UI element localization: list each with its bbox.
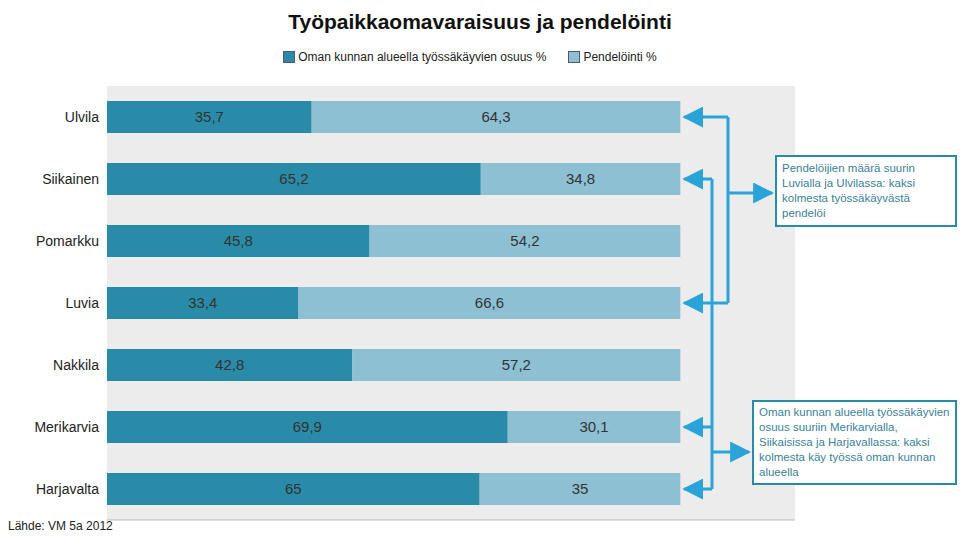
svg-text:42,8: 42,8 xyxy=(215,356,244,373)
html-text:Työpaikkaomavaraisuus ja pende: Työpaikkaomavaraisuus ja pendelöinti xyxy=(288,10,672,33)
html-text:Pendelöinti %: Pendelöinti % xyxy=(583,50,657,64)
svg-text:Nakkila: Nakkila xyxy=(53,357,99,373)
svg-text:Luvia: Luvia xyxy=(66,295,100,311)
svg-text:34,8: 34,8 xyxy=(566,170,595,187)
svg-text:64,3: 64,3 xyxy=(481,108,510,125)
svg-text:69,9: 69,9 xyxy=(293,418,322,435)
html-text:Pendelöijien määrä suurin Luvi: Pendelöijien määrä suurin Luvialla ja Ul… xyxy=(782,162,915,219)
svg-text:65,2: 65,2 xyxy=(279,170,308,187)
svg-text:57,2: 57,2 xyxy=(502,356,531,373)
svg-text:65: 65 xyxy=(285,480,302,497)
svg-text:Merikarvia: Merikarvia xyxy=(34,419,99,435)
html-text:Lähde: VM 5a 2012: Lähde: VM 5a 2012 xyxy=(8,519,113,533)
svg-text:66,6: 66,6 xyxy=(475,294,504,311)
svg-text:Ulvila: Ulvila xyxy=(65,109,99,125)
svg-text:35: 35 xyxy=(572,480,589,497)
svg-text:Pomarkku: Pomarkku xyxy=(36,233,99,249)
html-text:Oman kunnan alueella työssäkäy: Oman kunnan alueella työssäkäyvien osuus… xyxy=(298,50,547,64)
html-text:Oman kunnan alueella työssäkäy: Oman kunnan alueella työssäkäyvien osuus… xyxy=(759,406,950,478)
svg-text:45,8: 45,8 xyxy=(224,232,253,249)
svg-text:54,2: 54,2 xyxy=(510,232,539,249)
svg-text:30,1: 30,1 xyxy=(579,418,608,435)
svg-text:35,7: 35,7 xyxy=(195,108,224,125)
svg-text:Siikainen: Siikainen xyxy=(42,171,99,187)
svg-text:33,4: 33,4 xyxy=(188,294,217,311)
svg-text:Harjavalta: Harjavalta xyxy=(36,481,99,497)
